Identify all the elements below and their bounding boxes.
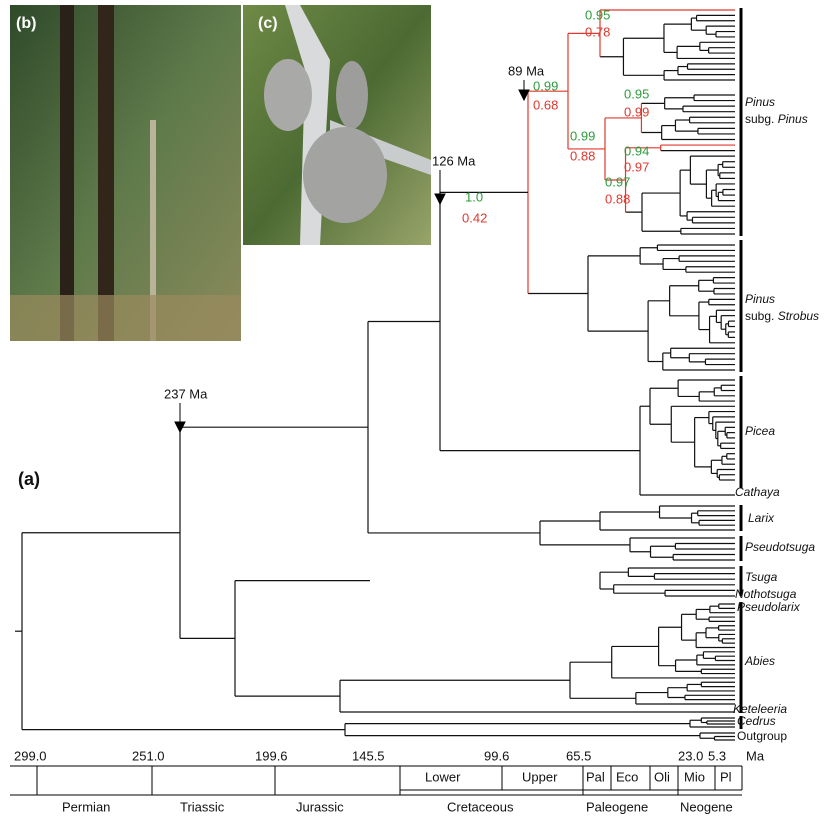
- support-bottom: 0.99: [624, 104, 649, 119]
- support-bottom: 0.88: [570, 148, 595, 163]
- support-top: 0.94: [624, 143, 649, 158]
- support-top: 0.95: [585, 7, 610, 22]
- tick-label: 65.5: [566, 748, 591, 763]
- tick-label: 23.0: [678, 748, 703, 763]
- support-top: 0.95: [624, 86, 649, 101]
- support-bottom: 0.68: [533, 97, 558, 112]
- clade-name: Pinus: [745, 292, 775, 306]
- photo-c: (c): [243, 5, 431, 245]
- panel-label: (b): [16, 15, 36, 32]
- clade-name: Abies: [744, 654, 775, 668]
- support-top: 0.99: [570, 128, 595, 143]
- epoch: Pl: [720, 769, 732, 784]
- panel-label: (a): [18, 469, 40, 489]
- arrow: [518, 80, 530, 102]
- clade-name: Picea: [745, 424, 775, 438]
- tick-label: 145.5: [352, 748, 385, 763]
- clade-name: Pinus: [745, 95, 775, 109]
- support-bottom: 0.97: [624, 159, 649, 174]
- support-top: 0.97: [605, 174, 630, 189]
- clade-name: Pseudolarix: [737, 600, 801, 614]
- node-age: 126 Ma: [432, 153, 476, 168]
- clade-name: Cedrus: [737, 714, 776, 728]
- clade-name: Cathaya: [735, 485, 780, 499]
- photo-b: (b): [10, 5, 241, 341]
- arrow: [174, 403, 186, 434]
- epoch: Eco: [616, 769, 638, 784]
- clade-name: Keteleeria: [733, 702, 787, 716]
- axis-unit: Ma: [746, 748, 765, 763]
- arrow: [434, 170, 446, 206]
- period: Jurassic: [296, 799, 344, 814]
- tick-label: 99.6: [484, 748, 509, 763]
- tick-label: 199.6: [255, 748, 288, 763]
- support-bottom: 0.78: [585, 24, 610, 39]
- support-top: 0.99: [533, 78, 558, 93]
- node-age: 237 Ma: [164, 386, 208, 401]
- clade-name: Pseudotsuga: [745, 540, 815, 554]
- time-axis: 299.0 251.0 199.6 145.5 99.6 65.5 23.0 5…: [10, 748, 765, 814]
- period: Neogene: [680, 799, 733, 814]
- period: Paleogene: [586, 799, 648, 814]
- clade-rank: subg. Pinus: [745, 112, 808, 126]
- clade-name: Larix: [748, 511, 775, 525]
- clade-rank: subg. Strobus: [745, 309, 819, 323]
- tick-label: 299.0: [14, 748, 47, 763]
- support-top: 1.0: [465, 189, 483, 204]
- epoch: Lower: [425, 769, 461, 784]
- epoch: Mio: [684, 769, 705, 784]
- epoch: Pal: [586, 769, 605, 784]
- epoch: Upper: [522, 769, 558, 784]
- period: Permian: [62, 799, 110, 814]
- clade-name: Outgroup: [737, 729, 787, 743]
- period: Triassic: [180, 799, 225, 814]
- clade-name: Nothotsuga: [735, 587, 797, 601]
- epoch: Oli: [654, 769, 670, 784]
- clade-name: Tsuga: [745, 570, 778, 584]
- panel-label: (c): [258, 15, 278, 32]
- phylogeny: [15, 9, 735, 741]
- period: Cretaceous: [447, 799, 514, 814]
- support-bottom: 0.42: [462, 210, 487, 225]
- node-age: 89 Ma: [508, 63, 545, 78]
- support-bottom: 0.88: [605, 191, 630, 206]
- tick-label: 251.0: [132, 748, 165, 763]
- tick-label: 5.3: [708, 748, 726, 763]
